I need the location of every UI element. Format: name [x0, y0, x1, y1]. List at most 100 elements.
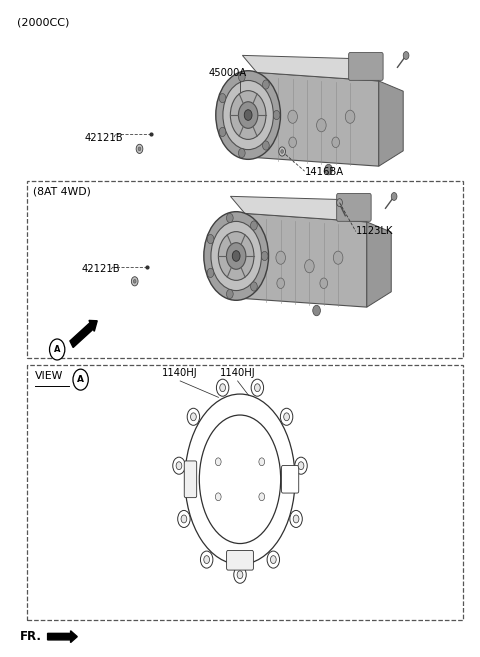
Circle shape [336, 198, 342, 206]
Circle shape [219, 93, 226, 102]
Circle shape [332, 137, 339, 148]
Circle shape [259, 493, 264, 501]
Circle shape [290, 510, 302, 528]
Circle shape [276, 251, 286, 264]
Circle shape [261, 252, 268, 261]
Circle shape [191, 413, 196, 420]
Circle shape [288, 110, 298, 124]
Circle shape [234, 566, 246, 583]
Text: FR.: FR. [20, 630, 42, 643]
Circle shape [239, 102, 258, 128]
Text: 1123LK: 1123LK [356, 227, 393, 237]
Circle shape [345, 110, 355, 124]
Circle shape [219, 127, 226, 137]
Circle shape [204, 212, 268, 300]
Circle shape [281, 150, 284, 153]
Circle shape [230, 91, 266, 139]
Circle shape [270, 556, 276, 564]
FancyArrow shape [70, 321, 97, 348]
Text: 1140HJ: 1140HJ [162, 368, 198, 378]
Circle shape [280, 408, 293, 425]
Circle shape [320, 278, 327, 288]
Circle shape [251, 221, 257, 230]
Polygon shape [379, 81, 403, 166]
Bar [27, 181, 463, 358]
Circle shape [207, 235, 214, 244]
Text: VIEW: VIEW [35, 371, 63, 381]
Circle shape [227, 290, 233, 298]
Polygon shape [367, 222, 391, 307]
Circle shape [216, 71, 280, 160]
Circle shape [181, 515, 187, 523]
Circle shape [277, 278, 285, 288]
Circle shape [227, 214, 233, 223]
Circle shape [267, 551, 279, 568]
Circle shape [132, 277, 138, 286]
Circle shape [295, 457, 307, 474]
Circle shape [138, 147, 141, 150]
Circle shape [324, 164, 332, 175]
Circle shape [49, 339, 65, 360]
Circle shape [176, 462, 182, 470]
Text: 1416BA: 1416BA [305, 168, 344, 177]
Circle shape [204, 556, 210, 564]
Circle shape [237, 571, 243, 579]
Circle shape [263, 141, 269, 150]
FancyBboxPatch shape [184, 461, 197, 497]
Circle shape [251, 282, 257, 291]
Text: A: A [77, 375, 84, 384]
Polygon shape [230, 196, 367, 222]
Circle shape [218, 232, 254, 281]
Circle shape [207, 268, 214, 277]
Circle shape [251, 379, 264, 396]
Polygon shape [242, 55, 379, 81]
Text: 42121B: 42121B [82, 265, 120, 275]
Circle shape [220, 384, 226, 392]
Circle shape [254, 384, 260, 392]
Text: 45000A: 45000A [209, 68, 247, 78]
Circle shape [244, 110, 252, 120]
Circle shape [232, 251, 240, 261]
Circle shape [263, 80, 269, 89]
Text: (8AT 4WD): (8AT 4WD) [33, 186, 91, 196]
Text: 42121B: 42121B [84, 133, 123, 143]
Circle shape [239, 148, 245, 158]
Polygon shape [257, 72, 379, 166]
Polygon shape [245, 214, 367, 307]
Circle shape [391, 193, 397, 200]
Text: (2000CC): (2000CC) [17, 17, 70, 27]
FancyBboxPatch shape [227, 551, 253, 570]
Text: A: A [54, 345, 60, 354]
Circle shape [279, 147, 286, 156]
Circle shape [227, 242, 246, 269]
FancyBboxPatch shape [348, 53, 383, 80]
FancyBboxPatch shape [281, 466, 299, 493]
Circle shape [73, 369, 88, 390]
FancyArrow shape [48, 631, 77, 643]
Circle shape [211, 221, 262, 290]
Circle shape [133, 279, 136, 283]
Circle shape [289, 137, 297, 148]
Circle shape [313, 306, 321, 316]
Circle shape [403, 51, 409, 59]
Circle shape [216, 379, 229, 396]
Circle shape [239, 72, 245, 81]
FancyBboxPatch shape [336, 194, 371, 221]
Bar [27, 365, 463, 620]
Text: 1140HJ: 1140HJ [220, 368, 255, 378]
Circle shape [333, 251, 343, 264]
Circle shape [187, 408, 200, 425]
Circle shape [178, 510, 190, 528]
Circle shape [259, 458, 264, 466]
Circle shape [293, 515, 299, 523]
Circle shape [201, 551, 213, 568]
Circle shape [284, 413, 289, 420]
Circle shape [305, 260, 314, 273]
Circle shape [216, 458, 221, 466]
Circle shape [173, 457, 185, 474]
Circle shape [273, 110, 280, 120]
Circle shape [136, 145, 143, 154]
Circle shape [216, 493, 221, 501]
Circle shape [317, 119, 326, 132]
Circle shape [223, 80, 274, 150]
